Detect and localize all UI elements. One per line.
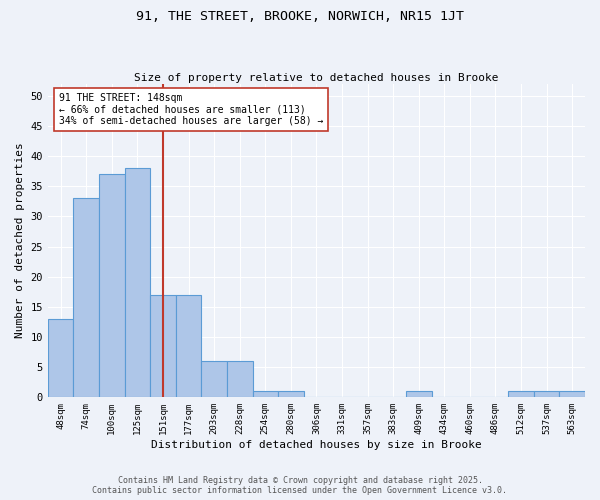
- Bar: [99, 174, 125, 398]
- Text: 91, THE STREET, BROOKE, NORWICH, NR15 1JT: 91, THE STREET, BROOKE, NORWICH, NR15 1J…: [136, 10, 464, 23]
- Bar: [125, 168, 150, 398]
- Bar: [73, 198, 99, 398]
- Title: Size of property relative to detached houses in Brooke: Size of property relative to detached ho…: [134, 73, 499, 83]
- Bar: [48, 319, 73, 398]
- Bar: [406, 392, 431, 398]
- Bar: [202, 361, 227, 398]
- Bar: [278, 392, 304, 398]
- Bar: [227, 361, 253, 398]
- X-axis label: Distribution of detached houses by size in Brooke: Distribution of detached houses by size …: [151, 440, 482, 450]
- Bar: [176, 295, 202, 398]
- Text: 91 THE STREET: 148sqm
← 66% of detached houses are smaller (113)
34% of semi-det: 91 THE STREET: 148sqm ← 66% of detached …: [59, 93, 323, 126]
- Bar: [559, 392, 585, 398]
- Bar: [253, 392, 278, 398]
- Text: Contains HM Land Registry data © Crown copyright and database right 2025.
Contai: Contains HM Land Registry data © Crown c…: [92, 476, 508, 495]
- Bar: [534, 392, 559, 398]
- Y-axis label: Number of detached properties: Number of detached properties: [15, 142, 25, 338]
- Bar: [150, 295, 176, 398]
- Bar: [508, 392, 534, 398]
